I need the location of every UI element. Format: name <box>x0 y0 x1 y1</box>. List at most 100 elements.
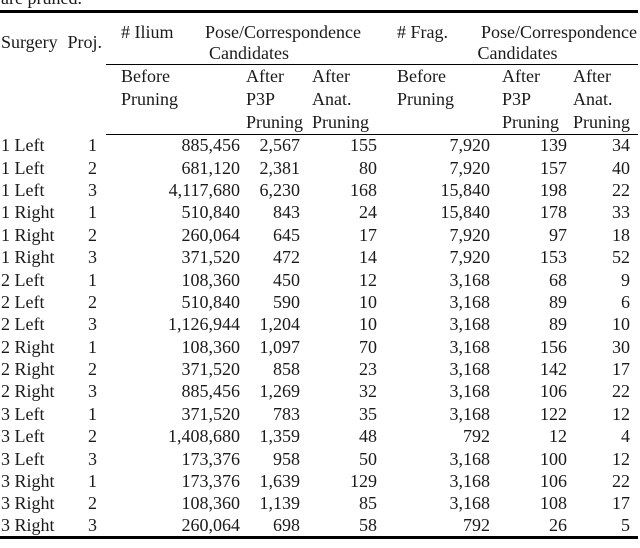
table-cell: 1 Right <box>1 202 55 223</box>
table-cell: 4 <box>621 426 631 447</box>
table-cell: 885,456 <box>181 381 241 402</box>
table-cell: 108,360 <box>181 336 241 357</box>
table-cell: 30 <box>612 336 631 357</box>
table-cell: 2 Left <box>1 291 45 312</box>
table-cell: 173,376 <box>181 448 241 469</box>
table-cell: 510,840 <box>181 291 241 312</box>
table-cell: 590 <box>273 291 300 312</box>
table-cell: 783 <box>273 403 300 424</box>
table-cell: 2 <box>88 224 97 245</box>
table-cell: 2 Right <box>1 336 55 357</box>
group-header-ilium-suffix: Pose/Correspondence <box>205 22 361 42</box>
table-cell: 17 <box>612 359 631 380</box>
table-cell: 106 <box>540 471 567 492</box>
table-cell: 843 <box>273 202 300 223</box>
table-cell: 173,376 <box>181 471 241 492</box>
table-cell: 129 <box>350 471 377 492</box>
group-header-ilium: # Ilium Pose/Correspondence Candidates <box>106 11 377 65</box>
table-cell: 89 <box>549 314 567 335</box>
table-cell: 17 <box>359 224 377 245</box>
table-cell: 7,920 <box>449 224 491 245</box>
table-row: 1 Right 2 260,064 645 17 7,920 97 18 <box>0 224 638 246</box>
table-cell: 3 <box>88 448 97 469</box>
group-header-row: Surgery Proj. # Ilium Pose/Correspondenc… <box>0 11 639 65</box>
subheader-cell: After P3P Pruning <box>490 64 567 135</box>
table-row: 3 Left 1 371,520 783 35 3,168 122 12 <box>0 403 638 425</box>
table-row: 2 Right 1 108,360 1,097 70 3,168 156 30 <box>0 336 638 358</box>
table-row: 1 Left 3 4,117,680 6,230 168 15,840 198 22 <box>0 179 638 201</box>
table-cell: 3 <box>88 381 97 402</box>
table-cell: 22 <box>612 179 631 200</box>
table-cell: 3,168 <box>449 336 491 357</box>
table-cell: 958 <box>273 448 300 469</box>
table-cell: 1 <box>88 202 97 223</box>
subheader-cell: After Anat. Pruning <box>567 64 639 135</box>
table-cell: 34 <box>612 135 631 156</box>
table-cell: 108,360 <box>181 493 241 514</box>
table-cell: 7,920 <box>449 157 491 178</box>
table-cell: 6,230 <box>259 179 301 200</box>
table-cell: 2 <box>88 426 97 447</box>
table-cell: 22 <box>612 381 631 402</box>
table-cell: 858 <box>273 359 300 380</box>
column-header-proj: Proj. <box>67 32 102 52</box>
table-cell: 3 <box>88 179 97 200</box>
table-cell: 792 <box>463 515 490 536</box>
results-table: Surgery Proj. # Ilium Pose/Correspondenc… <box>0 10 639 540</box>
table-cell: 35 <box>359 403 377 424</box>
table-cell: 4,117,680 <box>168 179 240 200</box>
group-header-ilium-prefix: # Ilium <box>121 22 174 42</box>
table-row: 3 Right 3 260,064 698 58 792 26 5 <box>0 515 638 538</box>
table-cell: 1 Left <box>1 157 45 178</box>
table-cell: 89 <box>549 291 567 312</box>
table-cell: 12 <box>612 403 631 424</box>
caption-fragment: are pruned. <box>0 0 640 10</box>
group-header-frag-line2: Candidates <box>477 43 558 63</box>
table-cell: 698 <box>273 515 300 536</box>
table-header: Surgery Proj. # Ilium Pose/Correspondenc… <box>0 11 639 135</box>
group-header-frag-suffix: Pose/Correspondence <box>481 22 637 42</box>
table-cell: 12 <box>549 426 567 447</box>
table-cell: 15,840 <box>440 202 491 223</box>
table-cell: 139 <box>540 135 567 156</box>
table-cell: 12 <box>359 269 377 290</box>
table-cell: 3 Left <box>1 426 45 447</box>
table-cell: 10 <box>359 291 377 312</box>
table-cell: 17 <box>612 493 631 514</box>
table-row: 1 Left 1 885,456 2,567 155 7,920 139 34 <box>0 135 638 157</box>
table-cell: 2 <box>88 359 97 380</box>
group-header-ilium-line1: # Ilium Pose/Correspondence <box>121 22 361 43</box>
table-cell: 371,520 <box>181 403 241 424</box>
table-cell: 1 Right <box>1 247 55 268</box>
table-cell: 2 <box>88 157 97 178</box>
table-cell: 1,204 <box>259 314 301 335</box>
table-cell: 3,168 <box>449 471 491 492</box>
table-cell: 32 <box>359 381 377 402</box>
table-row: 2 Right 3 885,456 1,269 32 3,168 106 22 <box>0 381 638 403</box>
table-cell: 371,520 <box>181 359 241 380</box>
table-cell: 9 <box>621 269 631 290</box>
table-cell: 3 Right <box>1 493 55 514</box>
table-cell: 1 <box>88 403 97 424</box>
subheader-cell: After P3P Pruning <box>240 64 303 135</box>
caption-text: are pruned. <box>1 0 82 9</box>
table-cell: 450 <box>273 269 300 290</box>
table-cell: 3,168 <box>449 403 491 424</box>
group-header-frag-prefix: # Frag. <box>397 22 448 42</box>
table-cell: 2 Right <box>1 359 55 380</box>
table-cell: 1 <box>88 269 97 290</box>
table-cell: 1 <box>88 471 97 492</box>
subheader-row: Before Pruning After P3P Pruning After Ana… <box>0 64 639 135</box>
table-cell: 108,360 <box>181 269 241 290</box>
table-row: 3 Left 3 173,376 958 50 3,168 100 12 <box>0 448 638 470</box>
table-cell: 3 <box>88 515 97 536</box>
table-row: 2 Left 2 510,840 590 10 3,168 89 6 <box>0 291 638 313</box>
table-cell: 1,408,680 <box>168 426 240 447</box>
table-cell: 100 <box>540 448 567 469</box>
table-cell: 23 <box>359 359 377 380</box>
table-cell: 1 Left <box>1 179 45 200</box>
table-cell: 155 <box>350 135 377 156</box>
table-cell: 1 <box>88 336 97 357</box>
table-cell: 1,139 <box>259 493 301 514</box>
table-cell: 645 <box>273 224 300 245</box>
